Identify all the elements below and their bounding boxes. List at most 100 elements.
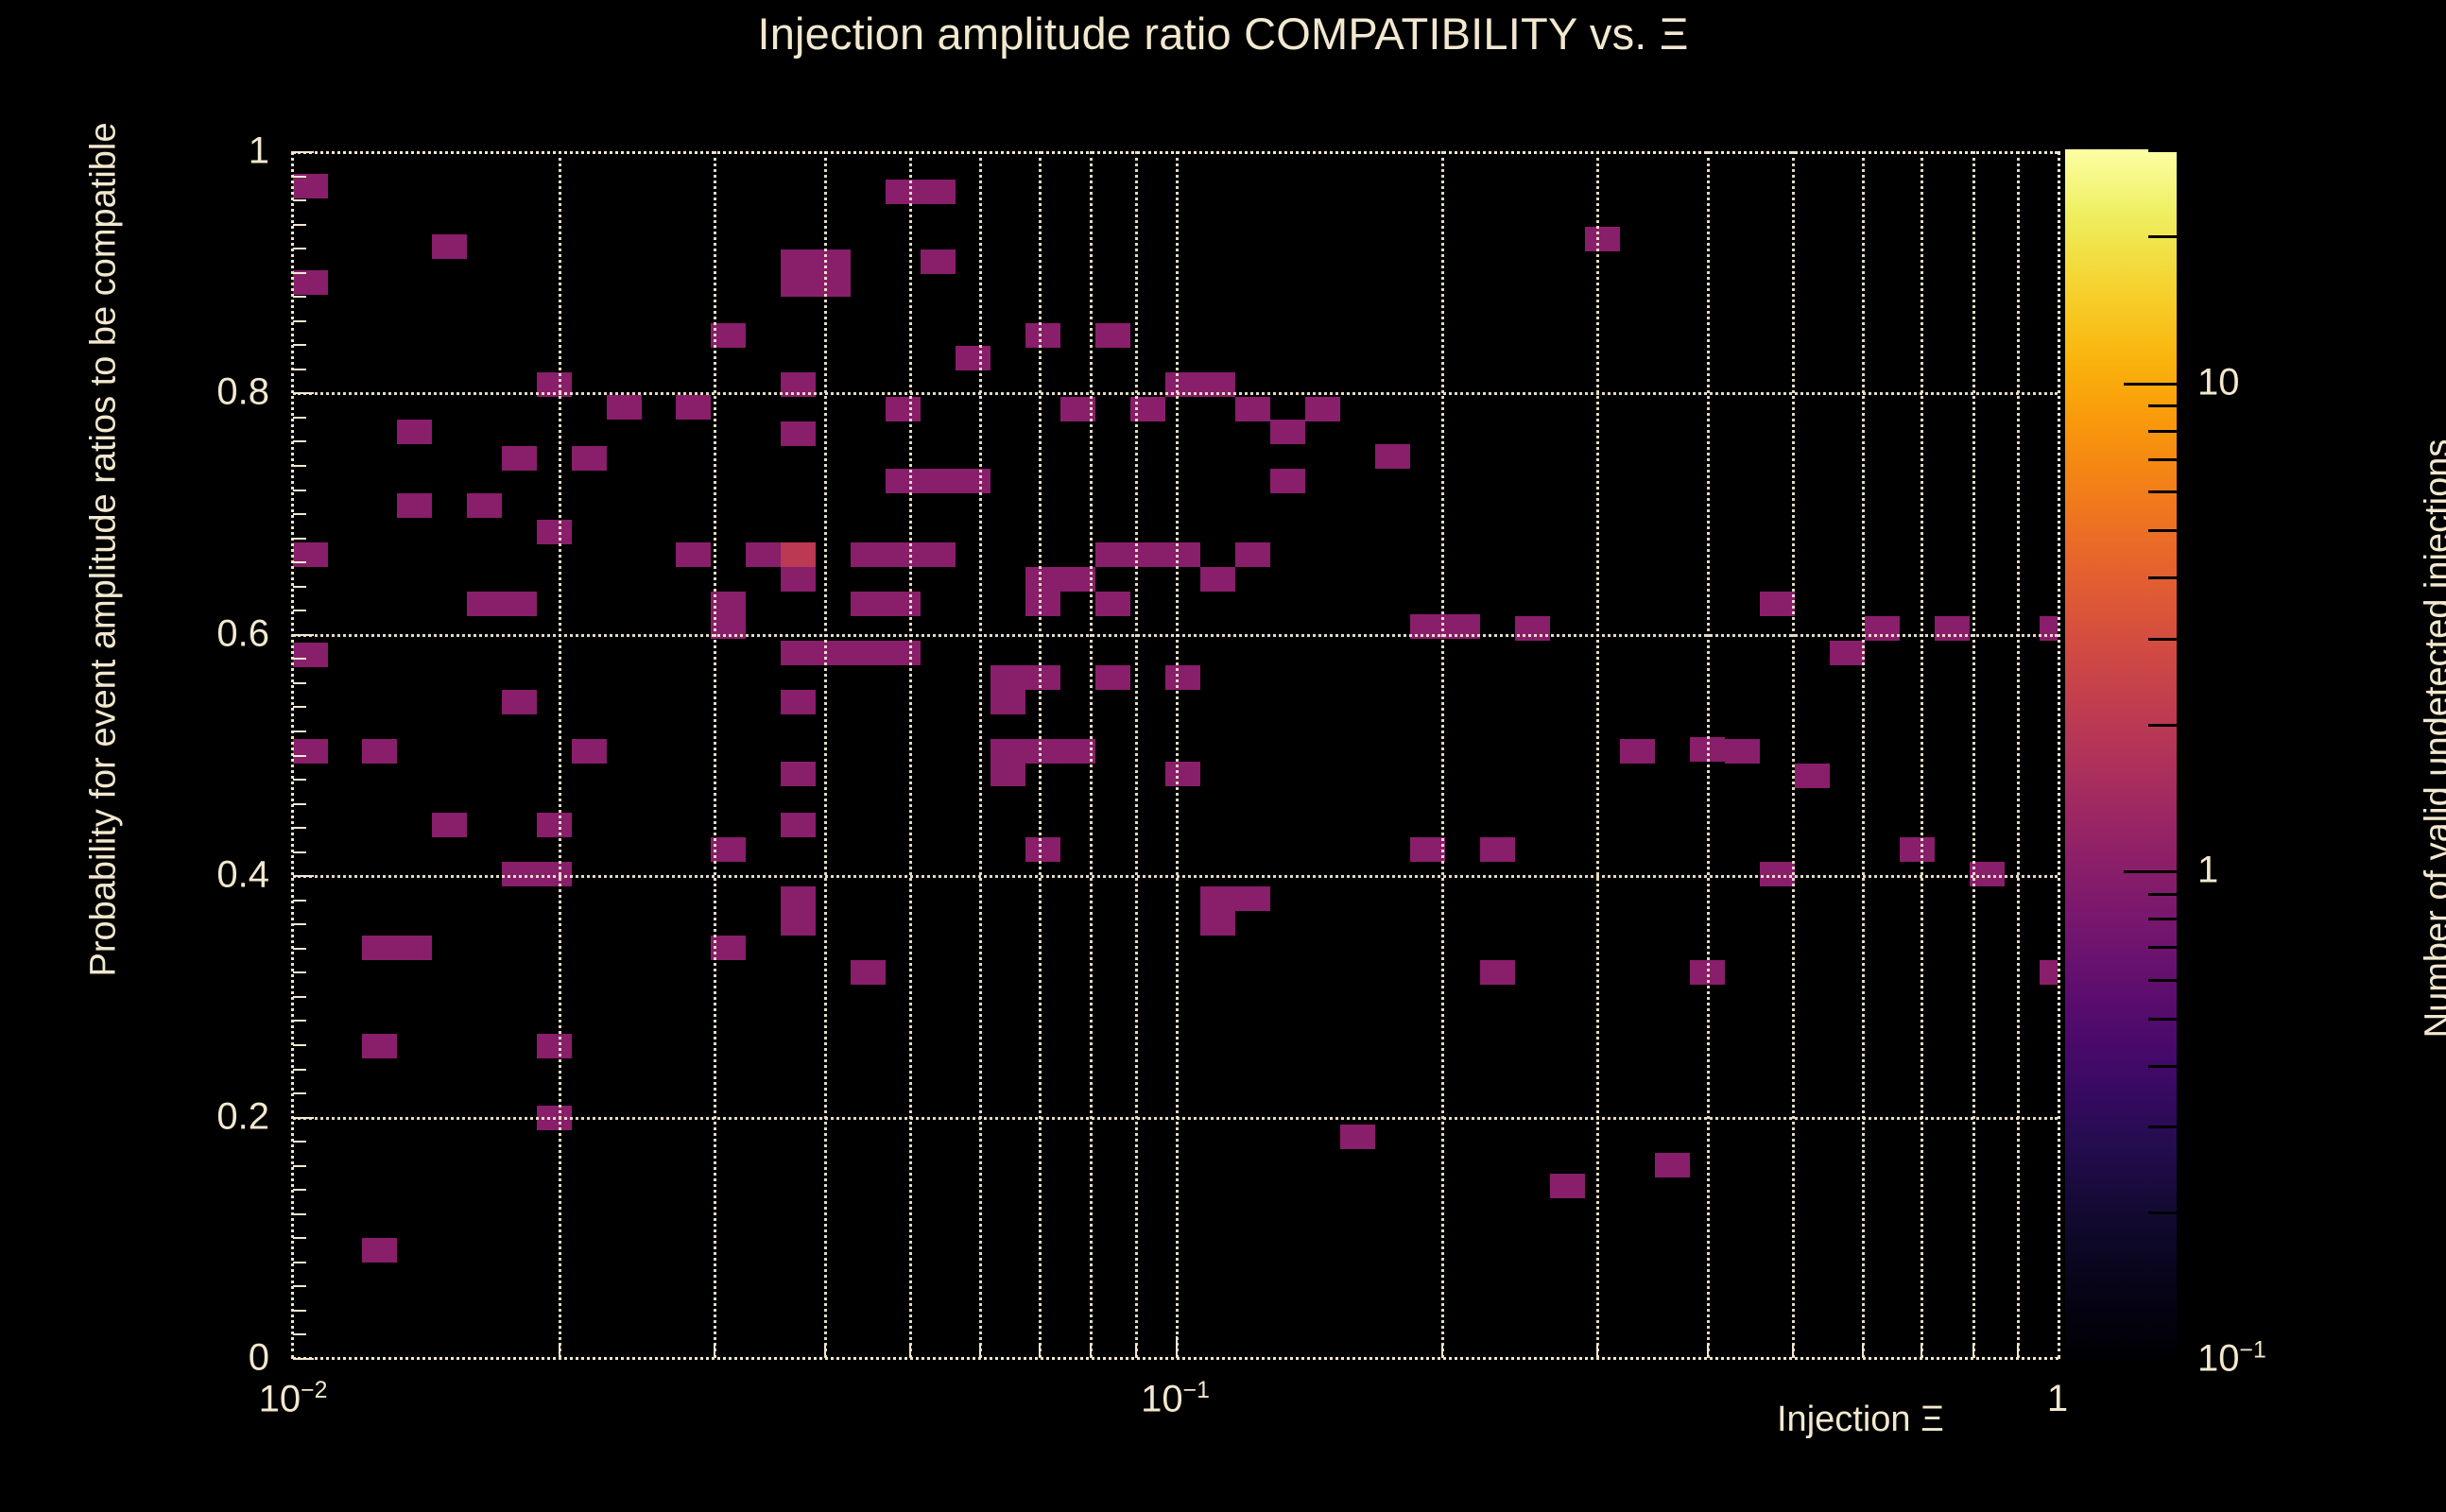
y-tick bbox=[293, 658, 306, 661]
y-tick bbox=[293, 344, 306, 347]
y-tick bbox=[293, 392, 314, 395]
colorbar-tick bbox=[2148, 1017, 2177, 1021]
x-tick bbox=[1861, 1344, 1864, 1357]
heatmap-cell bbox=[1270, 469, 1305, 493]
gridline-vertical bbox=[714, 151, 717, 1358]
heatmap-cell bbox=[781, 690, 816, 714]
heatmap-cell bbox=[1480, 837, 1515, 862]
y-tick bbox=[293, 779, 306, 782]
heatmap-cell bbox=[921, 180, 956, 204]
y-tick bbox=[293, 199, 306, 202]
heatmap-cell bbox=[1200, 567, 1235, 592]
y-tick-label: 0 bbox=[248, 1336, 269, 1379]
heatmap-cell bbox=[781, 813, 816, 837]
gridline-vertical bbox=[1921, 151, 1924, 1358]
heatmap-cell bbox=[886, 180, 921, 204]
heatmap-cell bbox=[1830, 641, 1865, 665]
heatmap-cell bbox=[2040, 960, 2058, 985]
heatmap-cell bbox=[537, 520, 572, 544]
colorbar-tick bbox=[2148, 978, 2177, 982]
heatmap-cell bbox=[1095, 542, 1130, 567]
colorbar-tick bbox=[2148, 576, 2177, 580]
y-tick bbox=[293, 995, 306, 998]
y-tick bbox=[293, 319, 306, 322]
heatmap-cell bbox=[1550, 1174, 1585, 1198]
heatmap-cell bbox=[1620, 739, 1655, 764]
x-tick bbox=[559, 1344, 560, 1357]
colorbar-tick bbox=[2148, 234, 2177, 238]
heatmap-cell bbox=[990, 665, 1025, 690]
gridline-vertical bbox=[979, 151, 983, 1358]
gridline-horizontal bbox=[293, 392, 2058, 396]
colorbar-tick bbox=[2148, 946, 2177, 950]
gridline-vertical bbox=[1134, 151, 1138, 1358]
y-tick bbox=[293, 923, 306, 926]
colorbar-tick bbox=[2148, 457, 2177, 461]
heatmap-cell bbox=[397, 420, 432, 444]
y-tick bbox=[293, 610, 306, 612]
heatmap-cell bbox=[362, 739, 397, 764]
heatmap-cell bbox=[293, 270, 328, 295]
colorbar-tick bbox=[2148, 529, 2177, 533]
colorbar-tick bbox=[2148, 1064, 2177, 1068]
x-tick-label: 10−1 bbox=[1141, 1378, 1210, 1420]
y-tick bbox=[293, 1358, 314, 1360]
gridline-vertical bbox=[1038, 151, 1042, 1358]
heatmap-cell bbox=[1095, 592, 1130, 616]
heatmap-cell bbox=[1340, 1125, 1375, 1149]
y-tick bbox=[293, 248, 306, 250]
y-tick bbox=[293, 1116, 314, 1119]
heatmap-cell bbox=[1235, 542, 1270, 567]
y-tick bbox=[293, 368, 306, 370]
gridline-horizontal bbox=[293, 633, 2058, 637]
colorbar-tick bbox=[2148, 892, 2177, 896]
heatmap-cell bbox=[1410, 837, 1445, 862]
heatmap-cell bbox=[502, 862, 537, 886]
colorbar-title: Number of valid undetected injections bbox=[2418, 438, 2446, 1039]
colorbar-tick bbox=[2148, 918, 2177, 921]
gridline-vertical bbox=[1706, 151, 1710, 1358]
heatmap-cell bbox=[886, 641, 921, 665]
y-tick bbox=[293, 465, 306, 468]
colorbar-tick-label: 1 bbox=[2197, 849, 2219, 891]
colorbar-tick bbox=[2148, 637, 2177, 641]
colorbar bbox=[2065, 149, 2177, 1362]
y-tick bbox=[293, 1333, 306, 1336]
axis-bottom bbox=[293, 1357, 2058, 1360]
gridline-vertical bbox=[1791, 151, 1795, 1358]
y-tick bbox=[293, 416, 306, 419]
gridline-vertical bbox=[1440, 151, 1444, 1358]
y-tick bbox=[293, 706, 306, 709]
y-tick bbox=[293, 1285, 306, 1288]
heatmap-cell bbox=[1480, 960, 1515, 985]
heatmap-cell bbox=[572, 446, 607, 471]
y-tick bbox=[293, 296, 306, 299]
y-tick bbox=[293, 223, 306, 226]
gridline-horizontal bbox=[293, 1116, 2058, 1120]
heatmap-cell bbox=[502, 592, 537, 616]
x-tick bbox=[1706, 1344, 1709, 1357]
colorbar-gradient bbox=[2065, 149, 2177, 1359]
gridline-vertical bbox=[1595, 151, 1599, 1358]
heatmap-cell bbox=[362, 1238, 397, 1263]
heatmap-cell bbox=[781, 762, 816, 786]
heatmap-cell bbox=[851, 542, 886, 567]
heatmap-cell bbox=[2040, 616, 2058, 641]
heatmap-cell bbox=[781, 886, 816, 911]
heatmap-cell bbox=[1025, 739, 1060, 764]
gridline-vertical bbox=[1090, 151, 1094, 1358]
heatmap-cell bbox=[1760, 592, 1795, 616]
heatmap-cell bbox=[1375, 444, 1410, 469]
heatmap-cell bbox=[781, 641, 816, 665]
x-tick bbox=[1791, 1344, 1794, 1357]
colorbar-tick bbox=[2148, 149, 2177, 152]
heatmap-cell bbox=[1165, 665, 1200, 690]
heatmap-cell bbox=[537, 1034, 572, 1058]
heatmap-cell bbox=[1025, 323, 1060, 348]
y-tick bbox=[293, 754, 306, 757]
x-tick bbox=[824, 1344, 827, 1357]
x-tick-label: 1 bbox=[2046, 1378, 2069, 1419]
x-tick bbox=[1134, 1344, 1137, 1357]
y-tick bbox=[293, 1189, 306, 1192]
